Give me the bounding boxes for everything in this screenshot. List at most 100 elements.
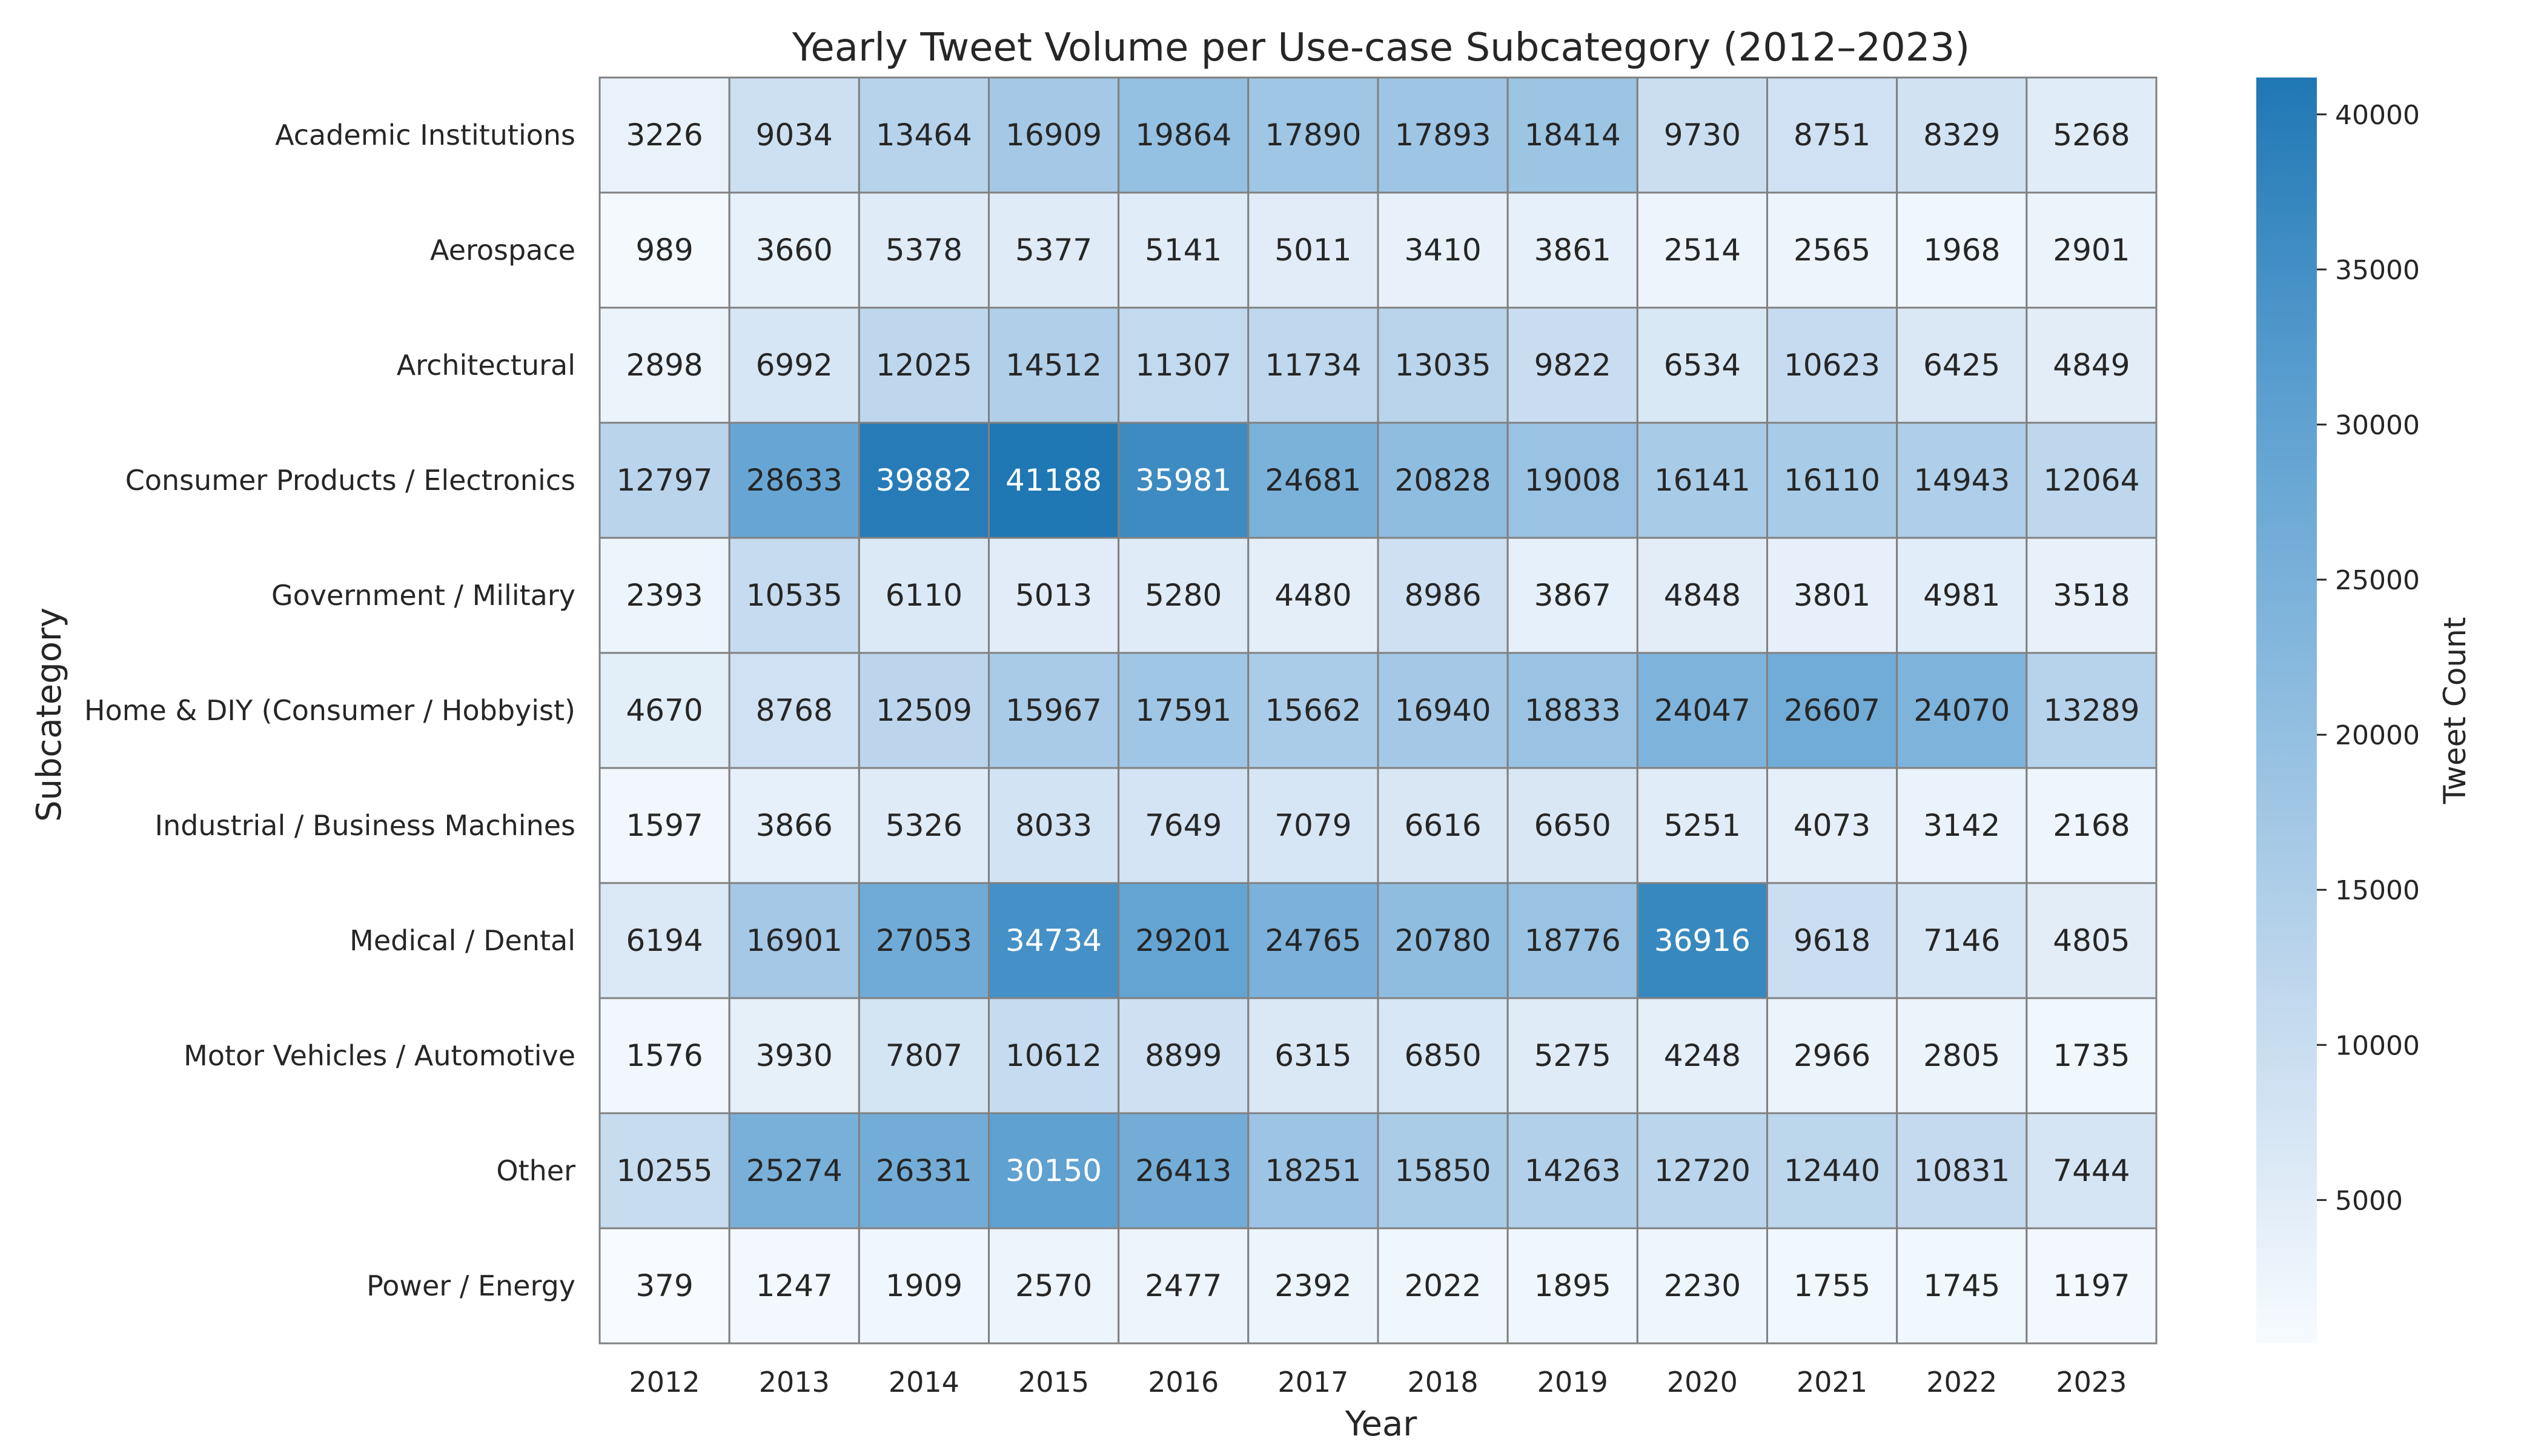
cell-value-label: 12720 [1654, 1153, 1751, 1188]
heatmap-cell [988, 997, 1120, 1114]
cell-value-label: 7079 [1274, 808, 1351, 843]
heatmap-cell [728, 191, 860, 309]
cell-value-label: 3410 [1404, 233, 1481, 268]
heatmap-cell [1896, 537, 2028, 654]
cell-value-label: 16901 [746, 923, 843, 958]
cell-value-label: 1968 [1923, 233, 2000, 268]
cell-value-label: 6616 [1404, 808, 1481, 843]
cell-value-label: 19864 [1135, 117, 1231, 153]
heatmap-cell [598, 537, 730, 654]
y-tick-label: Academic Institutions [275, 119, 575, 151]
heatmap-cell [1377, 191, 1509, 309]
cell-value-label: 6110 [886, 578, 962, 613]
cell-value-label: 14943 [1913, 463, 2010, 498]
cell-value-label: 7146 [1923, 923, 2000, 958]
cell-value-label: 15662 [1265, 693, 1361, 728]
heatmap-cell [2026, 652, 2158, 769]
cell-value-label: 11734 [1265, 348, 1361, 383]
x-tick-label: 2015 [1018, 1366, 1089, 1398]
cell-value-label: 1745 [1923, 1268, 2000, 1303]
heatmap-cell [2026, 422, 2158, 539]
cell-value-label: 11307 [1135, 348, 1231, 383]
chart-title: Yearly Tweet Volume per Use-case Subcate… [792, 25, 1970, 70]
heatmap-cell [598, 767, 730, 884]
heatmap-cell [2026, 191, 2158, 309]
cell-value-label: 39882 [876, 463, 972, 498]
cell-value-label: 1909 [886, 1268, 962, 1303]
cell-value-label: 10255 [617, 1153, 713, 1188]
heatmap-cell [988, 422, 1120, 539]
y-tick-label: Other [496, 1154, 575, 1187]
cell-value-label: 5141 [1145, 233, 1222, 268]
cell-value-label: 13464 [876, 117, 972, 153]
cell-value-label: 16110 [1784, 463, 1880, 498]
cell-value-label: 4805 [2053, 923, 2130, 958]
heatmap-cell [1896, 1112, 2028, 1229]
cell-value-label: 7807 [886, 1038, 962, 1073]
y-tick-label: Aerospace [430, 234, 575, 266]
cell-value-label: 9730 [1664, 117, 1741, 153]
heatmap-cell [988, 1227, 1120, 1345]
cell-value-label: 1576 [626, 1038, 703, 1073]
heatmap-cell [988, 76, 1120, 194]
heatmap-cell [988, 652, 1120, 769]
heatmap-cell [728, 1112, 860, 1229]
heatmap-cell [1118, 767, 1250, 884]
heatmap-cell [988, 1112, 1120, 1229]
cell-value-label: 379 [635, 1268, 693, 1303]
cell-value-label: 5268 [2053, 117, 2130, 153]
heatmap-cell [988, 767, 1120, 884]
colorbar-tick-label: 25000 [2335, 565, 2420, 596]
x-tick-label: 2021 [1797, 1366, 1867, 1398]
cell-value-label: 16909 [1005, 117, 1102, 153]
heatmap-cell [1636, 997, 1768, 1114]
cell-value-label: 6315 [1274, 1038, 1351, 1073]
cell-value-label: 26413 [1135, 1153, 1231, 1188]
cell-value-label: 5011 [1274, 233, 1351, 268]
cell-value-label: 18414 [1525, 117, 1621, 153]
cell-value-label: 16141 [1654, 463, 1751, 498]
heatmap-cell [598, 1227, 730, 1345]
heatmap-cell [1377, 306, 1509, 424]
heatmap-cell [1377, 1227, 1509, 1345]
cell-value-label: 12064 [2043, 463, 2139, 498]
cell-value-label: 8329 [1923, 117, 2000, 153]
heatmap-cell [858, 537, 990, 654]
y-tick-label: Consumer Products / Electronics [125, 464, 575, 497]
cell-value-label: 989 [635, 233, 693, 268]
y-tick-label: Power / Energy [366, 1269, 575, 1302]
cell-value-label: 24765 [1265, 923, 1361, 958]
heatmap-cell [1118, 537, 1250, 654]
heatmap-cell [988, 882, 1120, 999]
cell-value-label: 29201 [1135, 923, 1231, 958]
cell-value-label: 14512 [1005, 348, 1102, 383]
cell-value-label: 28633 [746, 463, 843, 498]
heatmap-cell [1247, 191, 1379, 309]
x-tick-label: 2012 [629, 1366, 700, 1398]
cell-value-label: 7444 [2053, 1153, 2130, 1188]
cell-value-label: 6194 [626, 923, 703, 958]
heatmap-cell [1766, 1112, 1898, 1229]
heatmap-cell [988, 191, 1120, 309]
x-tick-label: 2022 [1926, 1366, 1997, 1398]
heatmap-cell [1506, 191, 1638, 309]
heatmap-cell [1636, 767, 1768, 884]
cell-value-label: 2901 [2053, 233, 2130, 268]
cell-value-label: 9618 [1794, 923, 1870, 958]
cell-value-label: 9034 [756, 117, 833, 153]
heatmap-cell [728, 997, 860, 1114]
cell-value-label: 3861 [1534, 233, 1611, 268]
heatmap-cell [1506, 1112, 1638, 1229]
colorbar-gradient [2256, 78, 2317, 1343]
heatmap-cell [1377, 537, 1509, 654]
heatmap-cell [1636, 652, 1768, 769]
cell-value-label: 25274 [746, 1153, 843, 1188]
cell-value-label: 24047 [1654, 693, 1751, 728]
heatmap-cell [1247, 422, 1379, 539]
y-tick-label: Medical / Dental [349, 924, 575, 957]
cell-value-label: 12025 [876, 348, 972, 383]
heatmap-cell [1118, 306, 1250, 424]
heatmap-cell [988, 306, 1120, 424]
heatmap-cell [1636, 191, 1768, 309]
